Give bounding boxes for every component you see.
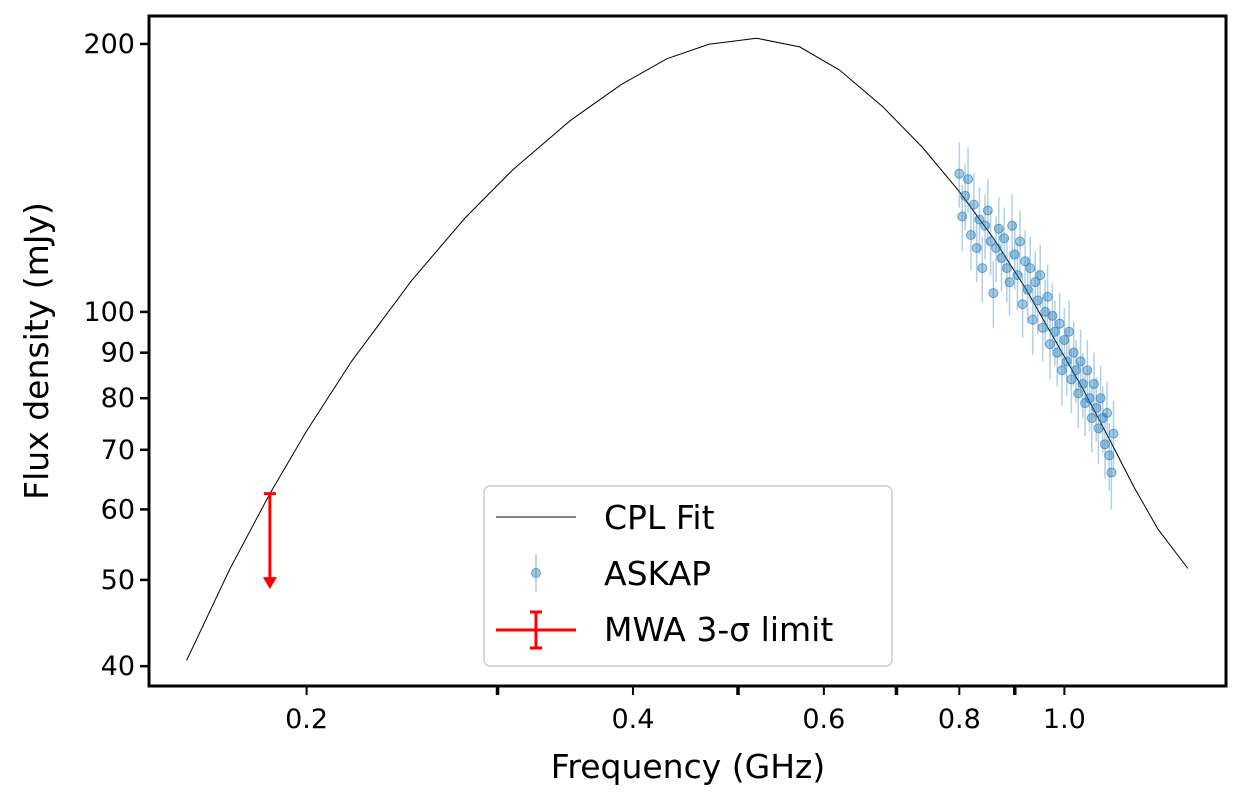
askap-point-59 <box>1102 407 1113 418</box>
askap-point-37 <box>1052 347 1063 358</box>
askap-point-58 <box>1099 439 1110 450</box>
askap-point-22 <box>1014 236 1025 247</box>
askap-point-56 <box>1095 393 1106 404</box>
askap-point-28 <box>1030 277 1041 288</box>
legend-box <box>483 485 893 667</box>
askap-point-26 <box>1025 263 1036 274</box>
askap-point-50 <box>1082 365 1093 376</box>
askap-point-10 <box>982 205 993 216</box>
askap-point-31 <box>1037 322 1048 333</box>
askap-point-34 <box>1045 339 1056 350</box>
askap-point-8 <box>977 263 988 274</box>
askap-point-39 <box>1057 365 1068 376</box>
askap-point-46 <box>1073 388 1084 399</box>
askap-point-6 <box>971 242 982 253</box>
legend-label-mwa: MWA 3-σ limit <box>604 610 833 649</box>
x-axis-title: Frequency (GHz) <box>551 747 825 786</box>
askap-point-5 <box>968 199 979 210</box>
askap-point-15 <box>996 252 1007 263</box>
askap-point-47 <box>1075 356 1086 367</box>
askap-point-14 <box>993 223 1004 234</box>
x-tick-label-6: 0.8 <box>938 704 981 735</box>
askap-point-53 <box>1089 378 1100 389</box>
askap-point-27 <box>1027 314 1038 325</box>
y-tick-label-1: 50 <box>101 565 135 596</box>
askap-point-2 <box>960 190 971 201</box>
y-tick-label-5: 90 <box>101 338 135 369</box>
askap-point-20 <box>1009 249 1020 260</box>
askap-point-25 <box>1022 284 1033 295</box>
axes-frame <box>147 14 1228 688</box>
askap-point-54 <box>1091 402 1102 413</box>
askap-point-9 <box>980 220 991 231</box>
askap-point-36 <box>1049 326 1060 337</box>
askap-point-16 <box>999 233 1010 244</box>
askap-point-18 <box>1004 277 1015 288</box>
askap-point-51 <box>1084 393 1095 404</box>
askap-point-40 <box>1059 334 1070 345</box>
askap-point-12 <box>988 288 999 299</box>
askap-point-38 <box>1054 318 1065 329</box>
x-tick-label-2: 0.4 <box>611 704 654 735</box>
askap-point-41 <box>1061 356 1072 367</box>
plot-clip-area <box>186 37 1189 661</box>
askap-point-17 <box>1001 263 1012 274</box>
askap-point-33 <box>1042 291 1053 302</box>
legend: CPL Fit ASKAP MWA 3-σ limit <box>483 485 893 667</box>
askap-point-11 <box>985 236 996 247</box>
x-tick-label-0: 0.2 <box>285 704 328 735</box>
askap-point-48 <box>1077 378 1088 389</box>
y-tick-label-3: 70 <box>101 435 135 466</box>
askap-point-62 <box>1108 428 1119 439</box>
askap-point-0 <box>954 168 965 179</box>
askap-point-29 <box>1032 295 1043 306</box>
cpl-fit-line <box>186 37 1189 661</box>
askap-point-4 <box>965 230 976 241</box>
askap-point-44 <box>1068 347 1079 358</box>
y-axis-title: Flux density (mJy) <box>17 202 56 500</box>
x-tick-label-8: 1.0 <box>1043 704 1086 735</box>
askap-point-35 <box>1047 310 1058 321</box>
askap-point-7 <box>974 214 985 225</box>
y-tick-label-4: 80 <box>101 383 135 414</box>
askap-point-3 <box>963 174 974 185</box>
askap-point-43 <box>1066 374 1077 385</box>
y-tick-label-0: 40 <box>101 651 135 682</box>
askap-point-30 <box>1035 270 1046 281</box>
askap-point-45 <box>1070 365 1081 376</box>
askap-point-55 <box>1093 423 1104 434</box>
y-tick-label-6: 100 <box>83 297 135 328</box>
legend-label-askap: ASKAP <box>604 554 711 593</box>
askap-point-21 <box>1012 270 1023 281</box>
askap-point-24 <box>1020 256 1031 267</box>
askap-point-1 <box>957 211 968 222</box>
askap-point-61 <box>1106 467 1117 478</box>
askap-point-60 <box>1104 450 1115 461</box>
askap-point-42 <box>1064 326 1075 337</box>
y-axis: 40 50 60 70 80 90 100 200 <box>83 29 149 682</box>
askap-point-19 <box>1007 220 1018 231</box>
y-tick-label-2: 60 <box>101 494 135 525</box>
x-tick-label-4: 0.6 <box>802 704 845 735</box>
askap-point-23 <box>1017 299 1028 310</box>
mwa-limit-arrowhead <box>262 577 277 590</box>
x-axis: 0.2 0.4 0.6 0.8 1.0 <box>285 686 1086 735</box>
askap-point-52 <box>1086 413 1097 424</box>
legend-swatch-askap <box>531 568 541 578</box>
askap-point-13 <box>991 242 1002 253</box>
y-tick-label-7: 200 <box>83 29 135 60</box>
legend-label-cpl-fit: CPL Fit <box>604 498 715 537</box>
